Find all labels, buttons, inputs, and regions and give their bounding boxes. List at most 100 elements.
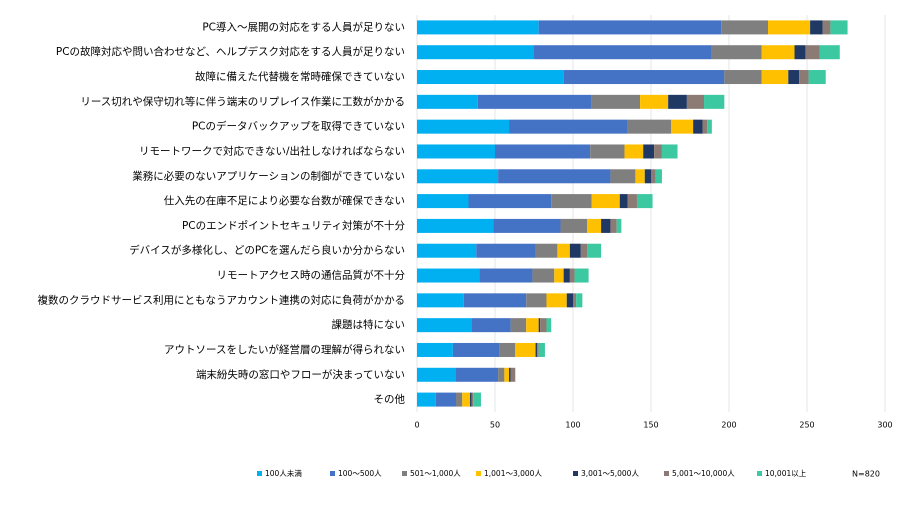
bar-segment (546, 318, 552, 333)
bar-segment (627, 119, 672, 134)
bar-segment (452, 342, 500, 357)
bar-segment (435, 392, 456, 407)
bar-segment (573, 293, 577, 308)
bar-segment (808, 70, 826, 85)
bar-segment (822, 20, 831, 35)
legend-swatch (330, 471, 335, 476)
bar-segment (724, 70, 762, 85)
legend-swatch (664, 471, 669, 476)
bar-segment (417, 94, 478, 109)
category-label: その他 (374, 393, 406, 406)
bar-segment (417, 45, 534, 60)
bar-segment (686, 94, 705, 109)
bar-segment (788, 70, 800, 85)
bar-segment (569, 268, 575, 283)
bar-segment (417, 293, 464, 308)
bar-segment (540, 318, 547, 333)
bar-segment (510, 318, 527, 333)
bar-segment (551, 194, 592, 209)
bar-segment (535, 243, 558, 258)
bar-segment (563, 268, 570, 283)
legend-label: 100人未満 (265, 468, 302, 478)
category-label: 複数のクラウドサービス利用にともなうアカウント連携の対応に負荷がかかる (38, 293, 406, 306)
bar-segment (610, 169, 636, 184)
bar-segment (819, 45, 840, 60)
bar-segment (591, 94, 641, 109)
category-label: PCの故障対応や問い合わせなど、ヘルプデスク対応をする人員が足りない (56, 45, 405, 58)
bar-segment (640, 94, 669, 109)
bar-segment (462, 392, 471, 407)
category-label: リース切れや保守切れ等に伴う端末のリプレイス作業に工数がかかる (80, 95, 405, 108)
bar-segment (417, 392, 436, 407)
category-label: デバイスが多様化し、どのPCを選んだら良いか分からない (129, 244, 405, 257)
bar-segment (495, 144, 591, 159)
bar-segment (417, 70, 564, 85)
bar-segment (587, 243, 602, 258)
bar-segment (417, 20, 539, 35)
bar-segment (655, 169, 662, 184)
category-label: PC導入～展開の対応をする人員が足りない (202, 20, 405, 33)
bar-segment (538, 20, 722, 35)
sample-size: N=820 (852, 470, 880, 479)
bar-segment (616, 218, 622, 233)
bar-segment (644, 169, 651, 184)
bar-segment (554, 268, 564, 283)
category-label: リモートワークで対応できない/出社しなければならない (139, 144, 405, 157)
legend-swatch (402, 471, 407, 476)
bar-segment (534, 45, 712, 60)
bar-segment (707, 119, 712, 134)
bar-segment (532, 268, 555, 283)
bar-segment (654, 144, 662, 159)
bar-segment (643, 144, 655, 159)
bar-segment (761, 45, 795, 60)
bar-segment (417, 342, 453, 357)
bar-segment (721, 20, 768, 35)
x-tick-label: 300 (877, 421, 892, 430)
bar-segment (471, 392, 474, 407)
bar-segment (535, 342, 538, 357)
bar-segment (563, 70, 725, 85)
bar-segment (635, 169, 645, 184)
bar-segment (509, 119, 628, 134)
bar-segment (417, 218, 494, 233)
x-tick-label: 50 (490, 421, 500, 430)
bar-segment (546, 293, 567, 308)
bar-segment (493, 218, 561, 233)
bar-segment (417, 194, 469, 209)
bar-segment (661, 144, 678, 159)
bar-segment (590, 144, 625, 159)
x-tick-label: 200 (721, 421, 736, 430)
bar-segment (794, 45, 806, 60)
bar-segment (417, 367, 456, 382)
bar-segment (473, 392, 481, 407)
bar-segment (668, 94, 687, 109)
bar-segment (537, 342, 539, 357)
bar-segment (417, 169, 499, 184)
bar-segment (810, 20, 823, 35)
legend-label: 100～500人 (338, 469, 382, 478)
legend-swatch (757, 471, 762, 476)
legend-label: 501～1,000人 (410, 469, 461, 478)
category-label: PCのデータバックアップを取得できていない (192, 120, 405, 133)
bar-segment (417, 243, 477, 258)
bar-segment (799, 70, 809, 85)
bar-segment (471, 318, 511, 333)
bar-segment (671, 119, 694, 134)
legend-swatch (257, 471, 262, 476)
x-tick-label: 100 (565, 421, 580, 430)
bar-segment (456, 367, 499, 382)
x-tick-label: 150 (643, 421, 658, 430)
category-label: 故障に備えた代替機を常時確保できていない (195, 70, 405, 83)
bar-segment (619, 194, 628, 209)
bar-segment (805, 45, 820, 60)
bar-segment (417, 144, 495, 159)
bar-segment (704, 94, 725, 109)
bar-segment (499, 342, 516, 357)
bar-segment (587, 218, 602, 233)
bar-segment (557, 243, 570, 258)
bar-segment (574, 268, 589, 283)
bar-segment (417, 268, 480, 283)
legend-label: 10,001以上 (765, 469, 807, 478)
bar-segment (538, 342, 545, 357)
bar-segment (591, 194, 620, 209)
